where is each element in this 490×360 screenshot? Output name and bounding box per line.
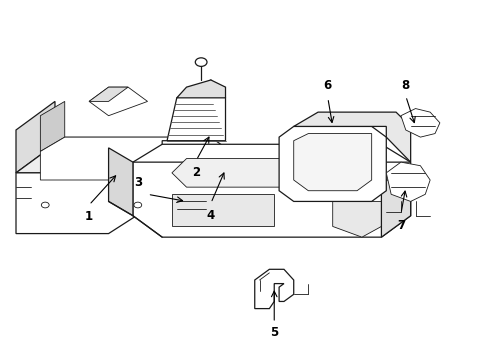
Polygon shape — [167, 80, 225, 141]
Polygon shape — [89, 87, 128, 102]
Polygon shape — [16, 102, 55, 173]
Polygon shape — [65, 137, 177, 158]
Polygon shape — [381, 180, 411, 237]
Polygon shape — [162, 141, 230, 162]
Text: 4: 4 — [207, 208, 215, 221]
Polygon shape — [16, 144, 187, 173]
Polygon shape — [172, 194, 216, 216]
Polygon shape — [255, 269, 294, 309]
Text: 1: 1 — [85, 210, 93, 223]
Polygon shape — [133, 162, 411, 237]
Text: 7: 7 — [397, 219, 405, 232]
Polygon shape — [294, 112, 411, 162]
Polygon shape — [279, 126, 386, 202]
Polygon shape — [133, 144, 411, 180]
Text: 8: 8 — [402, 80, 410, 93]
Text: 5: 5 — [270, 327, 278, 339]
Polygon shape — [333, 202, 381, 237]
Polygon shape — [192, 184, 216, 205]
Polygon shape — [147, 187, 187, 216]
Polygon shape — [386, 162, 430, 202]
Text: 3: 3 — [134, 176, 142, 189]
Polygon shape — [172, 158, 357, 187]
Polygon shape — [109, 148, 133, 216]
Polygon shape — [89, 87, 147, 116]
Polygon shape — [40, 137, 177, 180]
Text: 2: 2 — [192, 166, 200, 179]
Polygon shape — [177, 80, 225, 98]
Polygon shape — [40, 102, 65, 152]
Polygon shape — [172, 194, 274, 226]
Polygon shape — [16, 173, 147, 234]
Polygon shape — [294, 134, 372, 191]
Polygon shape — [401, 109, 440, 137]
Text: 6: 6 — [324, 80, 332, 93]
